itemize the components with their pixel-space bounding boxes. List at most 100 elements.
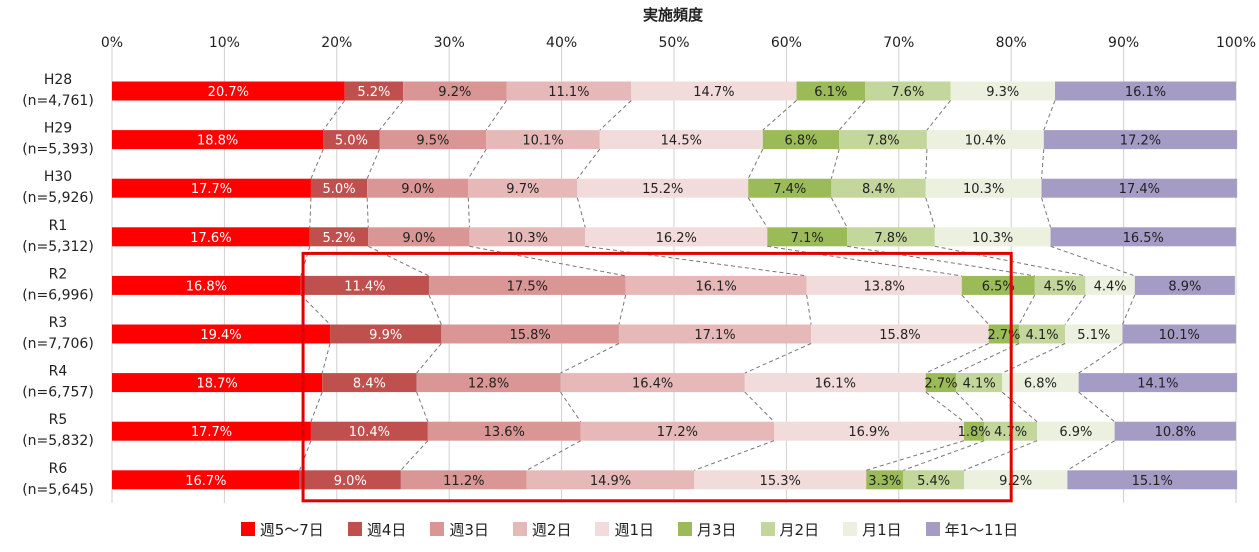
x-tick-label: 60%	[771, 35, 802, 51]
legend-label: 週5～7日	[259, 520, 324, 539]
bar-segment	[961, 275, 1035, 295]
connector-line	[830, 148, 840, 179]
value-label: 9.2%	[999, 474, 1032, 489]
connector-line	[1041, 149, 1045, 179]
legend-label: 月2日	[779, 520, 820, 539]
value-label: 16.1%	[1125, 85, 1166, 100]
bar-segment	[1034, 275, 1086, 295]
connector-lines	[299, 100, 1136, 471]
value-label: 10.3%	[963, 182, 1004, 197]
legend-swatch	[512, 522, 527, 536]
connector-line	[469, 245, 626, 277]
value-label: 15.2%	[642, 182, 683, 197]
chart-title: 実施頻度	[643, 6, 704, 24]
bar-segment	[903, 470, 964, 490]
bar-segment	[618, 324, 812, 344]
connector-line	[485, 100, 507, 131]
connector-line	[762, 100, 797, 131]
connector-line	[428, 294, 442, 325]
bar-segment	[847, 227, 935, 247]
connector-line	[467, 197, 470, 228]
value-label: 10.1%	[522, 134, 563, 149]
value-label: 5.0%	[323, 182, 356, 197]
value-label: 14.7%	[693, 85, 734, 100]
legend-swatch	[925, 522, 940, 536]
bar-segment	[1043, 130, 1238, 150]
value-label: 8.4%	[862, 182, 895, 197]
value-label: 2.7%	[924, 377, 957, 392]
bar-segment	[379, 130, 487, 150]
connector-line	[925, 343, 989, 374]
bar-segment	[1019, 324, 1066, 344]
value-label: 17.7%	[191, 425, 232, 440]
connector-line	[1122, 294, 1136, 325]
connector-line	[299, 440, 312, 471]
legend-swatch	[595, 522, 610, 536]
value-label: 13.6%	[484, 425, 525, 440]
bar-segment	[748, 178, 832, 198]
value-label: 16.7%	[185, 474, 226, 489]
value-label: 6.8%	[784, 134, 817, 149]
connector-line	[599, 100, 632, 131]
bar-segment	[112, 178, 311, 198]
value-label: 15.8%	[879, 328, 920, 343]
connector-line	[416, 343, 442, 374]
connector-line	[961, 294, 990, 325]
bar-segment	[694, 470, 867, 490]
x-tick-label: 70%	[883, 35, 914, 51]
connector-line	[806, 294, 812, 325]
category-label: R4	[49, 364, 68, 380]
value-label: 14.9%	[590, 474, 631, 489]
value-label: 9.0%	[402, 231, 435, 246]
legend-swatch	[760, 522, 775, 536]
legend-label: 週2日	[531, 520, 572, 539]
value-label: 17.5%	[507, 279, 548, 294]
bar-segment	[486, 130, 600, 150]
category-sample-size: (n=7,706)	[22, 336, 94, 352]
connector-line	[526, 440, 581, 471]
legend-label: 月1日	[862, 520, 902, 539]
connector-line	[694, 440, 775, 471]
connector-line	[416, 391, 429, 422]
connector-line	[1067, 440, 1115, 471]
value-label: 10.4%	[349, 425, 390, 440]
value-label: 5.0%	[335, 134, 368, 149]
legend-label: 週3日	[449, 520, 489, 539]
bar-segment	[468, 178, 578, 198]
legend-swatch	[843, 522, 858, 536]
value-label: 5.2%	[323, 231, 356, 246]
bar-segment	[112, 227, 310, 247]
value-label: 19.4%	[200, 328, 241, 343]
legend-label: 週4日	[366, 520, 407, 539]
bar-segment	[112, 324, 331, 344]
bar-segment	[1037, 421, 1115, 441]
connector-line	[925, 391, 965, 423]
legend: 週5～7日 週4日 週3日 週2日 週1日 月3日 月2日 月1日 年1～11日	[0, 514, 1259, 544]
connector-line	[747, 197, 768, 228]
category-label: R1	[49, 218, 68, 234]
value-label: 17.4%	[1119, 182, 1160, 197]
bar-segment	[1002, 373, 1079, 393]
highlight-box	[301, 251, 1013, 503]
value-label: 15.3%	[760, 474, 801, 489]
value-label: 9.5%	[416, 134, 449, 149]
bar-segment	[1041, 178, 1238, 198]
bar-segment	[767, 227, 848, 247]
value-label: 18.7%	[196, 377, 237, 392]
value-label: 5.2%	[357, 85, 390, 100]
stacked-bar-chart: 実施頻度 0% 10% 20% 30% 40% 50% 60% 70% 80% 90% 100% 2…	[22, 6, 1256, 503]
connector-line	[310, 148, 324, 179]
bar-segment	[926, 130, 1044, 150]
bar-segment	[796, 81, 866, 101]
bar-segment	[1050, 227, 1236, 247]
category-label: R6	[49, 461, 68, 477]
bar-segment	[428, 275, 626, 295]
value-label: 4.5%	[1044, 279, 1077, 294]
value-label: 9.0%	[401, 182, 434, 197]
bar-segment	[310, 421, 428, 441]
connector-line	[618, 294, 627, 325]
bar-segment	[599, 130, 763, 150]
connector-line	[926, 100, 951, 131]
bar-segment	[112, 130, 324, 150]
bar-segment	[762, 130, 840, 150]
